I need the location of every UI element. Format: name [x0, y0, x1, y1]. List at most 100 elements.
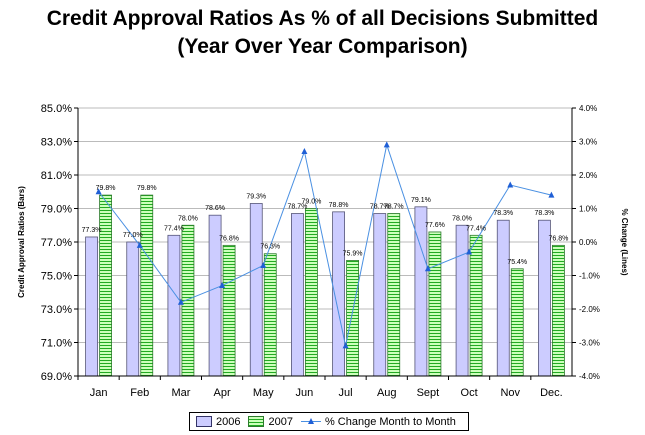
change-point — [260, 261, 267, 268]
y-axis-label-left: Credit Approval Ratios (Bars) — [17, 186, 26, 298]
data-label-2006: 78.8% — [329, 202, 349, 209]
y-tick-label: 83.0% — [41, 137, 72, 149]
data-label-2006: 78.7% — [287, 204, 307, 211]
data-label-2007: 78.0% — [178, 215, 198, 222]
bar-2007 — [99, 194, 112, 377]
y-tick-label: 69.0% — [41, 371, 72, 383]
y-right-tick-label: -2.0% — [579, 305, 600, 314]
change-point — [507, 181, 514, 188]
legend-label-2006: 2006 — [216, 415, 241, 428]
y-tick-label: 81.0% — [41, 170, 72, 182]
data-label-2006: 77.3% — [82, 227, 102, 234]
data-label-2006: 79.3% — [246, 193, 266, 200]
data-label-2006: 78.0% — [452, 215, 472, 222]
y-right-tick-label: 3.0% — [579, 138, 597, 147]
y-right-tick-label: -4.0% — [579, 372, 600, 381]
change-line-path — [98, 142, 552, 346]
axes: 69.0% 71.0% 73.0% 75.0% 77.0% 79.0% 81.0% 83.0%… — [41, 103, 600, 399]
data-label-2007: 75.9% — [343, 250, 363, 257]
y-tick-label: 73.0% — [41, 304, 72, 316]
bar-2006 — [126, 241, 140, 377]
legend-swatch-2007 — [248, 416, 265, 427]
data-label-2007: 79.8% — [96, 185, 116, 192]
legend: 2006 2007 % Change Month to Month — [189, 412, 469, 431]
bar-2006 — [414, 206, 428, 377]
legend-item-2006: 2006 — [196, 416, 240, 428]
bar-2006 — [85, 236, 98, 377]
y-right-tick-label: 1.0% — [579, 205, 597, 214]
change-point — [383, 141, 390, 148]
data-label-2007: 78.7% — [384, 204, 404, 211]
data-label-2006: 79.1% — [411, 197, 431, 204]
data-label-2007: 79.0% — [301, 199, 321, 206]
bar-2007 — [387, 213, 401, 377]
x-tick-label: May — [253, 387, 274, 399]
bar-2007 — [552, 244, 565, 377]
y-tick-label: 79.0% — [41, 204, 72, 216]
legend-label-change: % Change Month to Month — [324, 415, 456, 428]
legend-swatch-line — [300, 417, 321, 426]
data-label-2006: 77.4% — [164, 225, 184, 232]
y-right-tick-label: 4.0% — [579, 104, 597, 113]
data-label-2007: 79.8% — [137, 185, 157, 192]
x-tick-label: Oct — [461, 387, 478, 399]
data-label-2007: 76.8% — [548, 235, 568, 242]
data-label-2006: 78.7% — [370, 204, 390, 211]
change-point — [301, 148, 308, 155]
gridlines — [78, 107, 572, 343]
x-tick-label: Jun — [296, 387, 314, 399]
bar-2006 — [538, 219, 551, 377]
bars — [85, 194, 565, 377]
y-tick-label: 71.0% — [41, 338, 72, 350]
x-tick-label: Apr — [214, 387, 231, 399]
bar-2007 — [469, 234, 483, 377]
data-label-2007: 77.6% — [425, 222, 445, 229]
bar-2007 — [428, 231, 442, 377]
legend-swatch-2006 — [196, 416, 212, 427]
data-labels: 77.3% 79.8% 77.0% 79.8% 77.4% 78.0% 78.6% 76.8%… — [82, 185, 569, 266]
bar-2006 — [291, 213, 304, 377]
data-label-2006: 77.0% — [123, 232, 143, 239]
change-point — [466, 248, 473, 255]
y-axis-label-right: % Change (Lines) — [620, 208, 629, 275]
change-point — [219, 282, 226, 289]
y-tick-label: 75.0% — [41, 271, 72, 283]
data-label-2006: 78.3% — [493, 210, 513, 217]
bar-2007 — [510, 268, 524, 377]
y-tick-label: 77.0% — [41, 237, 72, 249]
x-tick-label: Dec. — [540, 387, 563, 399]
change-point — [424, 265, 431, 272]
x-tick-label: Aug — [377, 387, 397, 399]
bar-2007 — [222, 244, 236, 377]
data-label-2007: 75.4% — [507, 259, 527, 266]
data-label-2007: 76.3% — [260, 244, 280, 251]
data-label-2006: 78.6% — [205, 205, 225, 212]
change-point — [177, 298, 184, 305]
change-point — [342, 342, 349, 349]
bar-2007 — [140, 194, 154, 377]
y-right-tick-label: -3.0% — [579, 339, 600, 348]
legend-item-2007: 2007 — [248, 415, 293, 428]
x-tick-label: Feb — [130, 387, 149, 399]
bar-2006 — [167, 234, 181, 377]
x-tick-label: Mar — [171, 387, 190, 399]
y-right-tick-label: 2.0% — [579, 171, 597, 180]
x-tick-label: Jul — [339, 387, 353, 399]
x-tick-label: Jan — [90, 387, 108, 399]
bar-2007 — [305, 208, 318, 377]
data-label-2007: 76.8% — [219, 235, 239, 242]
y-right-tick-label: -1.0% — [579, 272, 600, 281]
data-label-2007: 77.4% — [466, 225, 486, 232]
legend-label-2007: 2007 — [268, 415, 293, 428]
bar-2006 — [373, 213, 387, 377]
change-point — [548, 191, 555, 198]
x-tick-label: Sept — [417, 387, 440, 399]
data-label-2006: 78.3% — [534, 210, 554, 217]
change-line — [95, 141, 555, 349]
y-tick-label: 85.0% — [41, 103, 72, 115]
bar-2006 — [455, 224, 469, 377]
bar-2006 — [249, 203, 263, 377]
change-point — [95, 188, 102, 195]
legend-item-change: % Change Month to Month — [300, 415, 456, 428]
